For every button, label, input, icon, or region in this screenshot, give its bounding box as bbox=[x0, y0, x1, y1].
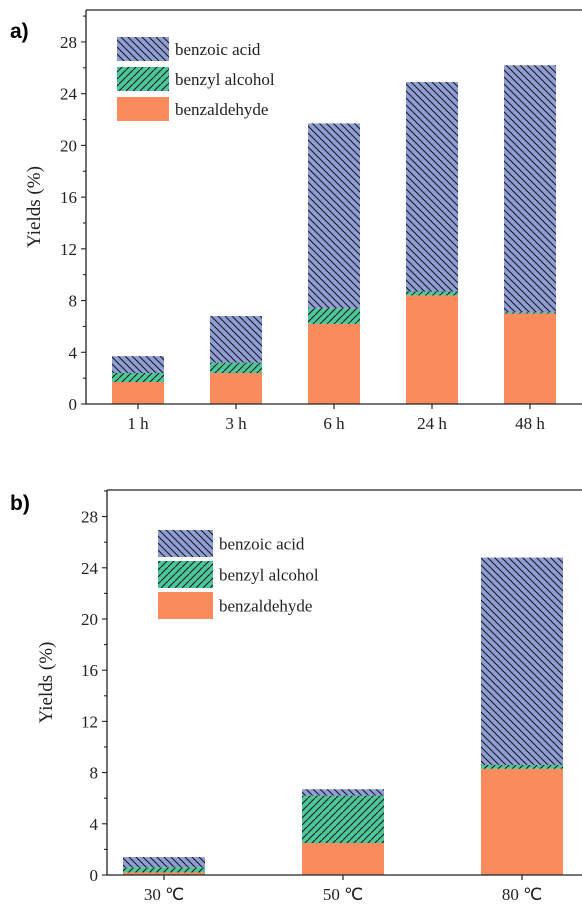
bar-hatch-benzoic-acid-4 bbox=[504, 65, 556, 313]
bar-benzaldehyde-3 bbox=[406, 295, 458, 404]
y-tick-label: 0 bbox=[69, 395, 78, 414]
y-tick-label: 16 bbox=[60, 188, 77, 207]
y-axis-title: Yields (%) bbox=[24, 166, 45, 248]
y-axis-title: Yields (%) bbox=[36, 642, 57, 724]
x-tick-label: 80 ℃ bbox=[502, 885, 542, 904]
y-tick-label: 28 bbox=[60, 33, 77, 52]
bar-hatch-benzyl-alcohol-0 bbox=[123, 867, 205, 873]
bar-benzaldehyde-2 bbox=[481, 768, 563, 875]
bar-hatch-benzyl-alcohol-1 bbox=[210, 362, 262, 373]
bar-hatch-benzoic-acid-2 bbox=[308, 123, 360, 309]
y-tick-label: 8 bbox=[90, 764, 99, 783]
y-tick-label: 16 bbox=[81, 661, 98, 680]
x-tick-label: 3 h bbox=[225, 414, 247, 433]
x-tick-label: 30 ℃ bbox=[144, 885, 184, 904]
bar-hatch-benzoic-acid-3 bbox=[406, 82, 458, 292]
bar-hatch-benzyl-alcohol-2 bbox=[308, 308, 360, 324]
legend-swatch-benzaldehyde bbox=[158, 592, 213, 619]
bar-hatch-benzoic-acid-2 bbox=[481, 557, 563, 765]
bar-benzaldehyde-0 bbox=[112, 382, 164, 404]
x-tick-label: 1 h bbox=[127, 414, 149, 433]
bar-hatch-benzoic-acid-0 bbox=[112, 356, 164, 373]
chart-panel-b: b) 30 ℃ 50 ℃ 80 ℃ 0 4 8 12 16 20 24 28 Yields (%) ben… bbox=[10, 489, 582, 904]
y-tick-label: 24 bbox=[81, 559, 99, 578]
bar-benzaldehyde-1 bbox=[210, 372, 262, 404]
bar-hatch-benzyl-alcohol-2 bbox=[481, 764, 563, 769]
legend-label-benzoic-acid: benzoic acid bbox=[219, 535, 305, 554]
x-tick-label: 24 h bbox=[417, 414, 447, 433]
chart-panel-a: a) 1 h 3 h 6 h 24 h 48 h 0 4 8 12 16 20 24 28 Yields (… bbox=[10, 9, 582, 433]
bar-hatch-benzyl-alcohol-3 bbox=[406, 291, 458, 296]
x-tick-label: 6 h bbox=[323, 414, 345, 433]
y-tick-label: 12 bbox=[60, 240, 77, 259]
y-tick-label: 4 bbox=[90, 815, 99, 834]
bar-benzaldehyde-2 bbox=[308, 323, 360, 404]
legend-swatch-hatch-benzoic-acid bbox=[117, 37, 169, 61]
panel-label: a) bbox=[10, 20, 29, 43]
bar-benzaldehyde-0 bbox=[123, 872, 205, 875]
x-tick-label: 50 ℃ bbox=[323, 885, 363, 904]
legend: benzoic acid benzyl alcohol benzaldehyde bbox=[158, 530, 319, 619]
bar-hatch-benzyl-alcohol-1 bbox=[302, 795, 384, 843]
x-tick-label: 48 h bbox=[515, 414, 545, 433]
bar-hatch-benzoic-acid-1 bbox=[302, 789, 384, 796]
bar-benzaldehyde-1 bbox=[302, 843, 384, 875]
y-tick-label: 24 bbox=[60, 85, 78, 104]
y-tick-label: 4 bbox=[69, 343, 78, 362]
bar-benzaldehyde-4 bbox=[504, 313, 556, 404]
legend-label-benzyl-alcohol: benzyl alcohol bbox=[219, 566, 319, 585]
panel-label: b) bbox=[10, 492, 30, 515]
legend-swatch-hatch-benzyl-alcohol bbox=[158, 561, 213, 588]
legend-swatch-benzaldehyde bbox=[117, 97, 169, 121]
legend: benzoic acid benzyl alcohol benzaldehyde bbox=[117, 37, 275, 121]
bar-hatch-benzoic-acid-0 bbox=[123, 857, 205, 868]
legend-label-benzaldehyde: benzaldehyde bbox=[219, 597, 312, 616]
y-tick-label: 20 bbox=[81, 610, 98, 629]
y-tick-label: 28 bbox=[81, 508, 98, 527]
bar-hatch-benzoic-acid-1 bbox=[210, 316, 262, 363]
bar-hatch-benzyl-alcohol-0 bbox=[112, 372, 164, 383]
legend-label-benzyl-alcohol: benzyl alcohol bbox=[175, 70, 275, 89]
y-tick-label: 12 bbox=[81, 712, 98, 731]
legend-swatch-hatch-benzoic-acid bbox=[158, 530, 213, 557]
bar-hatch-benzyl-alcohol-4 bbox=[504, 312, 556, 314]
y-tick-label: 20 bbox=[60, 136, 77, 155]
legend-label-benzoic-acid: benzoic acid bbox=[175, 40, 261, 59]
y-tick-label: 8 bbox=[69, 292, 78, 311]
legend-label-benzaldehyde: benzaldehyde bbox=[175, 100, 268, 119]
y-tick-label: 0 bbox=[90, 866, 99, 885]
legend-swatch-hatch-benzyl-alcohol bbox=[117, 67, 169, 91]
